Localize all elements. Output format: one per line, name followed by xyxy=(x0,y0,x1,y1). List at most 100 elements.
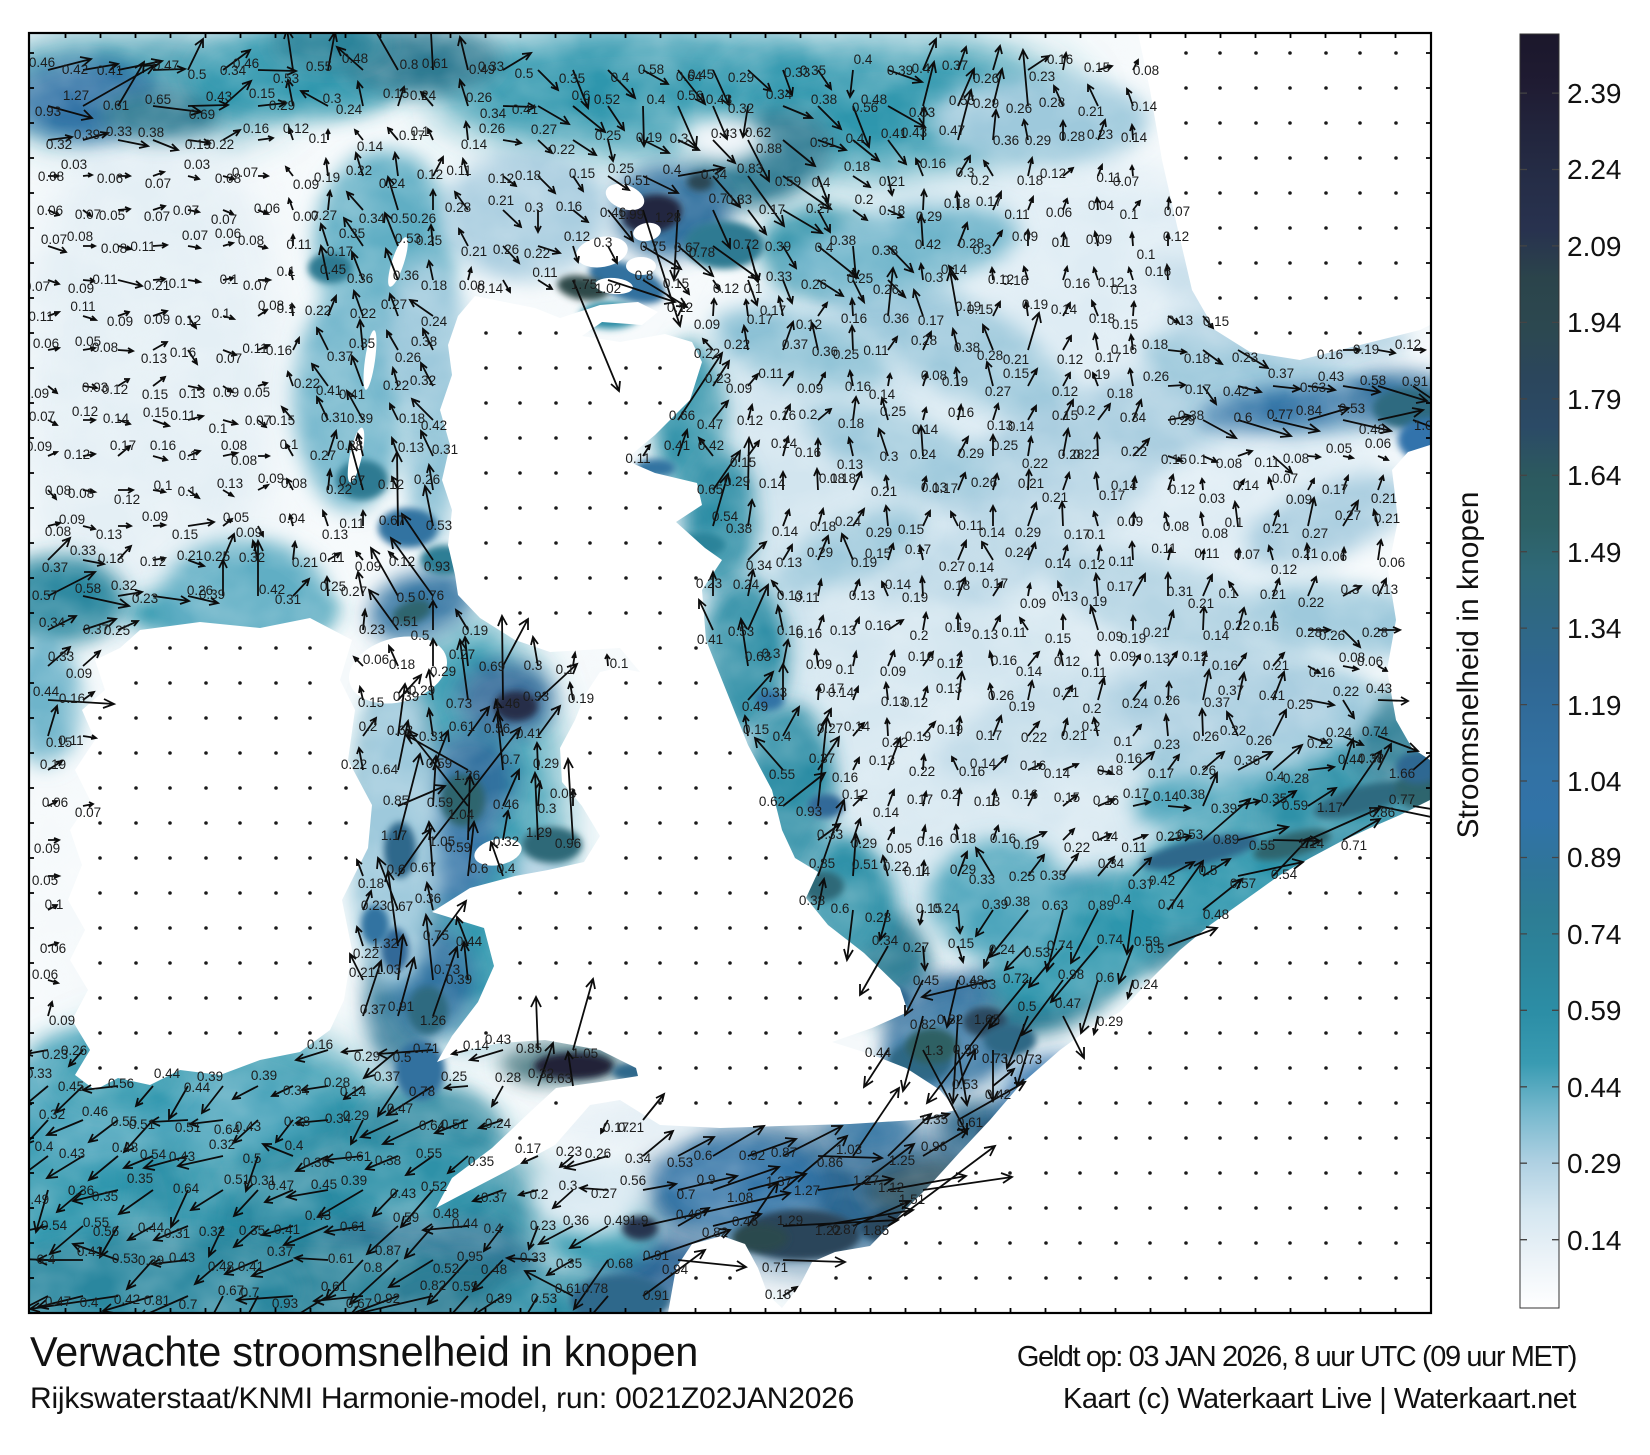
svg-text:0.3: 0.3 xyxy=(524,658,543,673)
svg-text:0.51: 0.51 xyxy=(129,1117,155,1132)
svg-text:0.59: 0.59 xyxy=(445,840,471,855)
svg-text:0.39: 0.39 xyxy=(1211,801,1237,816)
svg-text:0.06: 0.06 xyxy=(254,201,280,216)
svg-text:0.56: 0.56 xyxy=(620,1173,646,1188)
svg-text:0.67: 0.67 xyxy=(387,899,413,914)
svg-text:0.2: 0.2 xyxy=(971,173,990,188)
svg-text:0.23: 0.23 xyxy=(361,898,387,913)
svg-text:0.07: 0.07 xyxy=(144,209,170,224)
svg-text:0.32: 0.32 xyxy=(199,1224,225,1239)
svg-text:0.39: 0.39 xyxy=(446,972,472,987)
svg-text:0.25: 0.25 xyxy=(1009,869,1035,884)
svg-text:0.25: 0.25 xyxy=(441,1069,467,1084)
svg-text:0.29: 0.29 xyxy=(1015,525,1041,540)
svg-text:0.17: 0.17 xyxy=(759,202,785,217)
svg-text:0.06: 0.06 xyxy=(37,203,63,218)
svg-text:0.38: 0.38 xyxy=(726,521,752,536)
svg-text:0.37: 0.37 xyxy=(481,1190,507,1205)
svg-text:0.47: 0.47 xyxy=(45,1294,71,1309)
svg-text:0.21: 0.21 xyxy=(488,193,514,208)
svg-text:0.2: 0.2 xyxy=(910,628,929,643)
svg-text:0.18: 0.18 xyxy=(765,1287,791,1302)
svg-text:0.39: 0.39 xyxy=(765,239,791,254)
svg-text:0.48: 0.48 xyxy=(112,1140,138,1155)
svg-text:0.28: 0.28 xyxy=(911,333,937,348)
svg-text:0.18: 0.18 xyxy=(1107,386,1133,401)
svg-text:0.51: 0.51 xyxy=(441,1117,467,1132)
svg-text:0.54: 0.54 xyxy=(41,1218,68,1233)
svg-text:0.4: 0.4 xyxy=(80,1295,99,1310)
svg-text:0.26: 0.26 xyxy=(395,350,421,365)
svg-text:0.26: 0.26 xyxy=(971,475,997,490)
svg-text:0.18: 0.18 xyxy=(1184,351,1210,366)
svg-text:0.12: 0.12 xyxy=(667,300,693,315)
svg-text:0.17: 0.17 xyxy=(1095,350,1121,365)
svg-text:0.18: 0.18 xyxy=(944,578,970,593)
svg-text:0.18: 0.18 xyxy=(421,278,447,293)
svg-text:0.53: 0.53 xyxy=(395,231,421,246)
svg-text:0.96: 0.96 xyxy=(921,1139,947,1154)
svg-text:0.34: 0.34 xyxy=(325,1111,352,1126)
svg-text:0.19: 0.19 xyxy=(40,757,66,772)
svg-text:1.29: 1.29 xyxy=(777,1213,803,1228)
svg-text:1.99: 1.99 xyxy=(618,207,644,222)
svg-text:0.19: 0.19 xyxy=(905,729,931,744)
svg-text:0.51: 0.51 xyxy=(624,173,650,188)
svg-text:0.32: 0.32 xyxy=(46,137,72,152)
svg-text:0.55: 0.55 xyxy=(949,93,975,108)
svg-text:0.91: 0.91 xyxy=(1402,374,1428,389)
svg-text:0.22: 0.22 xyxy=(326,482,352,497)
svg-text:0.7: 0.7 xyxy=(179,1297,198,1312)
svg-text:0.17: 0.17 xyxy=(1148,766,1174,781)
svg-text:0.36: 0.36 xyxy=(393,268,419,283)
svg-text:0.62: 0.62 xyxy=(745,125,771,140)
svg-text:0.17: 0.17 xyxy=(760,303,786,318)
svg-text:0.21: 0.21 xyxy=(1042,490,1068,505)
svg-text:0.09: 0.09 xyxy=(806,657,832,672)
svg-text:0.17: 0.17 xyxy=(327,244,353,259)
svg-text:0.17: 0.17 xyxy=(905,542,931,557)
svg-text:0.55: 0.55 xyxy=(83,1215,109,1230)
svg-text:0.17: 0.17 xyxy=(1123,786,1149,801)
svg-text:0.28: 0.28 xyxy=(1059,129,1085,144)
svg-text:0.14: 0.14 xyxy=(912,422,939,437)
svg-text:0.11: 0.11 xyxy=(446,163,471,178)
svg-text:0.11: 0.11 xyxy=(1254,455,1279,470)
svg-text:0.31: 0.31 xyxy=(432,442,458,457)
svg-text:0.16: 0.16 xyxy=(1116,751,1142,766)
svg-text:0.25: 0.25 xyxy=(992,438,1018,453)
svg-text:0.47: 0.47 xyxy=(697,417,723,432)
svg-text:0.35: 0.35 xyxy=(922,1112,948,1127)
svg-text:0.49: 0.49 xyxy=(469,62,495,77)
svg-text:0.07: 0.07 xyxy=(145,176,171,191)
svg-text:0.23: 0.23 xyxy=(42,1047,68,1062)
svg-text:0.09: 0.09 xyxy=(142,509,168,524)
svg-text:0.4: 0.4 xyxy=(497,861,516,876)
svg-text:0.4: 0.4 xyxy=(912,61,931,76)
svg-text:0.93: 0.93 xyxy=(272,1296,298,1311)
svg-text:0.12: 0.12 xyxy=(283,121,309,136)
svg-text:0.63: 0.63 xyxy=(745,649,771,664)
svg-text:0.22: 0.22 xyxy=(524,246,550,261)
svg-text:0.21: 0.21 xyxy=(1003,352,1029,367)
svg-text:0.09: 0.09 xyxy=(726,381,752,396)
svg-text:0.29: 0.29 xyxy=(1025,133,1051,148)
svg-text:0.13: 0.13 xyxy=(1052,589,1078,604)
svg-text:0.37: 0.37 xyxy=(267,1244,293,1259)
svg-text:0.14: 0.14 xyxy=(1121,130,1148,145)
svg-text:0.09: 0.09 xyxy=(1086,232,1112,247)
svg-text:0.12: 0.12 xyxy=(102,382,128,397)
svg-text:0.75: 0.75 xyxy=(640,239,666,254)
svg-text:0.22: 0.22 xyxy=(694,346,720,361)
svg-text:0.37: 0.37 xyxy=(327,349,353,364)
svg-text:0.54: 0.54 xyxy=(140,1147,167,1162)
svg-text:0.19: 0.19 xyxy=(1081,594,1107,609)
svg-text:0.07: 0.07 xyxy=(75,805,101,820)
svg-text:0.81: 0.81 xyxy=(144,1293,170,1308)
svg-text:0.22: 0.22 xyxy=(1220,723,1246,738)
svg-text:0.23: 0.23 xyxy=(1154,737,1180,752)
svg-text:0.41: 0.41 xyxy=(516,726,542,741)
svg-text:0.12: 0.12 xyxy=(1054,654,1080,669)
svg-text:0.59: 0.59 xyxy=(393,1210,419,1225)
svg-text:0.6: 0.6 xyxy=(694,1148,713,1163)
